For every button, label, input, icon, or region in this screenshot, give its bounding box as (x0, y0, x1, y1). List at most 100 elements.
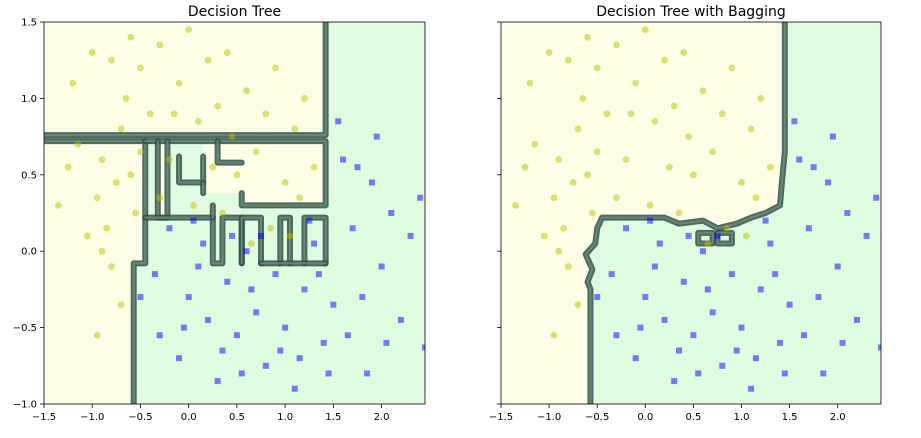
point-class-0 (757, 95, 765, 102)
point-class-0 (613, 194, 620, 202)
point-class-0 (718, 110, 726, 118)
point-class-0 (521, 163, 529, 171)
point-class-0 (243, 87, 250, 95)
subplot-decision-tree-bagging: Decision Tree with Bagging −1.5 −1.0 −0.5 0… (489, 4, 882, 423)
point-class-0 (545, 49, 553, 56)
x-tick-label: 0.0 (637, 412, 653, 423)
point-class-1 (651, 263, 658, 270)
point-class-1 (733, 347, 740, 354)
point-class-1 (364, 370, 371, 377)
point-class-1 (214, 378, 221, 385)
point-class-0 (93, 194, 101, 202)
region-class-0 (203, 141, 326, 206)
point-class-0 (137, 64, 144, 72)
point-class-0 (296, 194, 304, 202)
point-class-1 (709, 309, 716, 316)
point-class-0 (175, 79, 183, 87)
point-class-1 (680, 278, 687, 285)
x-tick-label: 1.5 (325, 412, 341, 423)
point-class-0 (588, 209, 596, 217)
point-class-1 (608, 271, 615, 278)
x-tick-label: 1.0 (277, 412, 293, 423)
decision-boundary-inner (144, 140, 327, 207)
point-class-1 (301, 286, 308, 293)
point-class-1 (422, 344, 425, 351)
point-class-1 (243, 248, 250, 255)
y-tick-label: −0.5 (13, 323, 37, 334)
point-class-1 (190, 217, 197, 224)
point-class-1 (873, 194, 880, 201)
point-class-1 (166, 225, 173, 232)
point-class-0 (646, 201, 654, 209)
point-class-1 (330, 301, 337, 308)
plot-area (501, 22, 881, 404)
point-class-0 (690, 171, 697, 179)
point-class-0 (574, 301, 582, 309)
decision-boundary-inner (216, 140, 243, 164)
point-class-1 (700, 248, 707, 255)
x-tick-label: −0.5 (585, 412, 609, 423)
point-class-0 (593, 64, 601, 72)
point-class-0 (670, 102, 678, 110)
point-class-1 (180, 324, 187, 331)
point-class-0 (747, 125, 755, 133)
point-class-0 (742, 232, 750, 240)
point-class-0 (209, 163, 217, 171)
point-class-1 (839, 339, 846, 346)
point-class-1 (344, 332, 351, 339)
point-class-1 (728, 271, 735, 278)
point-class-0 (704, 240, 712, 247)
point-class-1 (623, 225, 630, 232)
point-class-0 (593, 148, 601, 156)
point-class-1 (714, 232, 721, 239)
point-class-0 (194, 117, 202, 125)
region-class-0 (501, 22, 785, 404)
point-class-1 (752, 355, 759, 362)
point-class-1 (262, 362, 269, 369)
point-class-0 (661, 56, 668, 64)
point-class-0 (98, 156, 106, 163)
point-class-0 (69, 79, 77, 87)
point-class-0 (723, 224, 731, 232)
point-class-0 (584, 171, 591, 179)
decision-boundary-inner (44, 140, 147, 404)
point-class-1 (373, 133, 380, 140)
point-class-1 (767, 240, 774, 247)
point-class-0 (564, 56, 572, 64)
point-class-1 (829, 133, 836, 140)
point-class-1 (359, 294, 366, 301)
point-class-1 (825, 179, 832, 186)
point-class-0 (267, 224, 275, 232)
point-class-1 (185, 294, 192, 301)
point-class-1 (772, 271, 779, 278)
point-class-0 (603, 110, 611, 118)
point-class-0 (627, 110, 635, 118)
point-class-0 (214, 102, 222, 110)
point-class-1 (690, 332, 697, 339)
point-class-1 (204, 316, 211, 323)
point-class-0 (641, 26, 649, 34)
x-tick-label: −1.5 (489, 412, 513, 423)
point-class-0 (74, 140, 82, 148)
point-class-1 (781, 370, 788, 377)
point-class-0 (185, 26, 193, 34)
point-class-1 (661, 316, 668, 323)
point-class-0 (98, 247, 106, 255)
point-class-1 (656, 240, 663, 247)
point-class-0 (685, 133, 692, 141)
y-tick-label: 1.5 (21, 18, 37, 29)
point-class-1 (613, 332, 620, 339)
x-tick-label: 1.0 (734, 412, 750, 423)
point-class-1 (786, 301, 793, 308)
point-class-0 (310, 163, 318, 171)
point-class-1 (354, 164, 361, 171)
point-class-1 (176, 355, 183, 362)
point-class-1 (233, 332, 240, 339)
point-class-0 (122, 95, 130, 102)
point-class-1 (594, 294, 601, 301)
point-class-1 (642, 294, 649, 301)
point-class-1 (637, 324, 644, 331)
point-class-0 (165, 156, 173, 163)
point-class-1 (762, 217, 769, 224)
point-class-0 (579, 95, 587, 102)
